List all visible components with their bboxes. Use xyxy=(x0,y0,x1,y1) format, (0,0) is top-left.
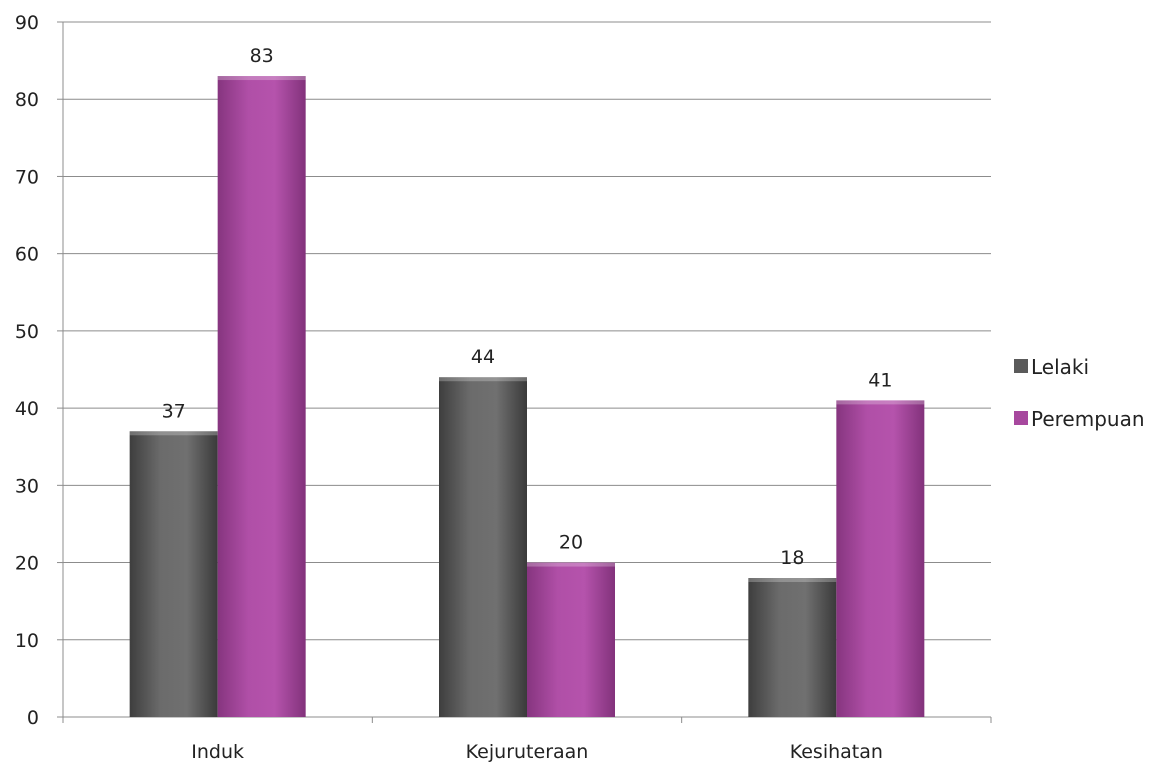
axes: 0 10 20 30 40 50 60 70 80 90 Induk Kejuruteraan Kesi… xyxy=(15,12,992,763)
bar-lelaki-induk xyxy=(129,431,218,717)
y-tick-label: 30 xyxy=(15,475,39,497)
y-tick-label: 0 xyxy=(27,707,39,729)
x-category-label: Kesihatan xyxy=(790,741,883,763)
y-tick-label: 20 xyxy=(15,553,39,575)
bar-top-highlight xyxy=(748,578,837,582)
y-tick-label: 70 xyxy=(15,166,39,188)
bar-top-highlight xyxy=(836,400,925,405)
legend-swatch-perempuan xyxy=(1014,411,1028,425)
data-label: 83 xyxy=(250,45,274,67)
legend-label-lelaki: Lelaki xyxy=(1031,355,1089,379)
bar-perempuan-kejuruteraan xyxy=(527,562,615,717)
bar-lelaki-kejuruteraan xyxy=(439,377,527,717)
bar-top-highlight xyxy=(439,377,527,382)
y-tick-label: 40 xyxy=(15,398,39,420)
x-category-label: Induk xyxy=(191,741,244,763)
bar-top-highlight xyxy=(217,76,306,81)
y-tick-label: 90 xyxy=(15,12,39,34)
y-tick-label: 80 xyxy=(15,89,39,111)
data-label: 37 xyxy=(162,400,186,422)
y-tick-label: 60 xyxy=(15,244,39,266)
y-tick-label: 50 xyxy=(15,321,39,343)
legend-label-perempuan: Perempuan xyxy=(1031,407,1145,431)
bar-lelaki-kesihatan xyxy=(748,578,837,717)
legend: Lelaki Perempuan xyxy=(1014,355,1145,431)
bar-perempuan-kesihatan xyxy=(836,400,925,717)
data-label: 20 xyxy=(559,532,583,554)
data-labels: 37 83 44 20 18 41 xyxy=(162,45,893,569)
data-label: 41 xyxy=(868,369,892,391)
data-label: 44 xyxy=(471,346,495,368)
y-tick-label: 10 xyxy=(15,630,39,652)
data-label: 18 xyxy=(780,547,804,569)
bars xyxy=(129,76,925,718)
x-category-label: Kejuruteraan xyxy=(466,741,589,763)
legend-swatch-lelaki xyxy=(1014,359,1028,373)
bar-top-highlight xyxy=(527,562,615,567)
bar-top-highlight xyxy=(129,431,218,436)
bar-perempuan-induk xyxy=(217,76,306,718)
